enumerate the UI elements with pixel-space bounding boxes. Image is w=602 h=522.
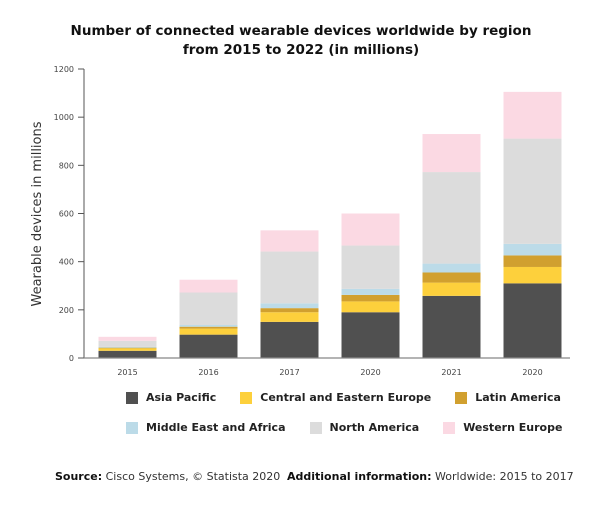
bar-segment-western-europe	[503, 91, 562, 139]
bar-segment-latin-america	[341, 294, 400, 302]
bar-segment-western-europe	[98, 336, 157, 341]
y-tick-label: 200	[59, 306, 74, 315]
x-tick-label: 2020	[522, 368, 542, 377]
x-tick-label: 2021	[441, 368, 461, 377]
x-tick-label: 2017	[279, 368, 299, 377]
bar-segment-western-europe	[179, 279, 238, 293]
chart-title: Number of connected wearable devices wor…	[0, 22, 602, 60]
bar-segment-western-europe	[341, 213, 400, 246]
y-axis: 0 200 400 600 800 1000 1200	[54, 65, 85, 363]
legend-row: Middle East and Africa North America Weste…	[126, 421, 586, 434]
chart-title-line-1: Number of connected wearable devices wor…	[70, 23, 532, 39]
bar-segment-western-europe	[260, 230, 319, 252]
bar-segment-north-america	[179, 292, 238, 326]
bar-segment-asia-pacific	[179, 334, 238, 358]
x-tick-label: 2015	[117, 368, 137, 377]
bar-segment-latin-america	[422, 272, 481, 283]
bar-segment-asia-pacific	[422, 295, 481, 358]
x-tick-label: 2016	[198, 368, 218, 377]
additional-info-text: Worldwide: 2015 to 2017	[435, 470, 574, 483]
bar-segment-latin-america	[98, 347, 157, 349]
x-axis: 2015 2016 2017 2020 2021 2020	[84, 357, 570, 377]
additional-info-note: Additional information: Worldwide: 2015 …	[287, 470, 574, 483]
bar-segment-north-america	[503, 138, 562, 244]
y-tick-label: 800	[59, 161, 74, 170]
legend-label: North America	[329, 421, 420, 434]
source-text: Cisco Systems, © Statista 2020	[105, 470, 281, 483]
source-label: Source:	[55, 470, 103, 483]
legend-swatch	[240, 391, 253, 404]
legend-swatch	[309, 421, 322, 434]
source-note: Source: Cisco Systems, © Statista 2020	[55, 470, 280, 483]
bar-segment-central-and-eastern-europe	[503, 266, 562, 284]
legend-swatch	[126, 421, 138, 434]
legend-label: Central and Eastern Europe	[260, 391, 432, 404]
bar-segment-middle-east-and-africa	[422, 263, 481, 273]
bar-segment-latin-america	[179, 326, 238, 329]
legend-label: Asia Pacific	[146, 391, 217, 404]
bar-segment-asia-pacific	[341, 312, 400, 358]
bar-segment-asia-pacific	[503, 283, 562, 358]
legend-label: Western Europe	[463, 421, 563, 434]
bar-segment-latin-america	[503, 255, 562, 267]
y-tick-label: 1000	[54, 113, 74, 122]
legend-label: Middle East and Africa	[146, 421, 286, 434]
bar-segment-north-america	[260, 251, 319, 304]
legend-label: Latin America	[475, 391, 561, 404]
chart-title-line-2: from 2015 to 2022 (in millions)	[182, 42, 420, 58]
y-tick-label: 600	[59, 210, 74, 219]
legend-item: Latin America	[455, 391, 561, 404]
legend-item: Central and Eastern Europe	[240, 391, 431, 404]
legend-item: Asia Pacific	[126, 391, 216, 404]
bar-segment-central-and-eastern-europe	[341, 301, 400, 313]
legend-row: Asia Pacific Central and Eastern Europe La…	[126, 391, 585, 404]
legend-item: Middle East and Africa	[126, 421, 286, 434]
bar-segment-north-america	[422, 172, 481, 264]
bar-segment-middle-east-and-africa	[341, 288, 400, 295]
bar-segment-north-america	[98, 340, 157, 347]
y-tick-label: 0	[69, 354, 74, 363]
bar-segment-latin-america	[260, 308, 319, 313]
y-tick-label: 1200	[54, 65, 74, 74]
bars-group	[98, 91, 562, 358]
bar-segment-central-and-eastern-europe	[179, 328, 238, 335]
legend-item: Western Europe	[443, 421, 562, 434]
y-axis-label: Wearable devices in millions	[30, 121, 45, 306]
x-tick-label: 2020	[360, 368, 380, 377]
legend-swatch	[455, 391, 468, 404]
bar-segment-western-europe	[422, 134, 481, 173]
legend-swatch	[126, 391, 138, 404]
legend-swatch	[443, 421, 456, 434]
additional-info-label: Additional information:	[287, 470, 432, 483]
bar-segment-middle-east-and-africa	[98, 346, 157, 348]
bar-segment-central-and-eastern-europe	[260, 312, 319, 322]
bar-segment-asia-pacific	[98, 350, 157, 358]
bar-segment-central-and-eastern-europe	[422, 282, 481, 296]
bar-segment-middle-east-and-africa	[260, 303, 319, 309]
bar-segment-north-america	[341, 245, 400, 289]
bar-segment-middle-east-and-africa	[503, 243, 562, 256]
bar-segment-central-and-eastern-europe	[98, 348, 157, 351]
legend-item: North America	[309, 421, 420, 434]
bar-segment-asia-pacific	[260, 321, 319, 358]
bar-segment-middle-east-and-africa	[179, 325, 238, 327]
y-tick-label: 400	[59, 258, 74, 267]
footer: Source: Cisco Systems, © Statista 2020 A…	[55, 470, 574, 483]
